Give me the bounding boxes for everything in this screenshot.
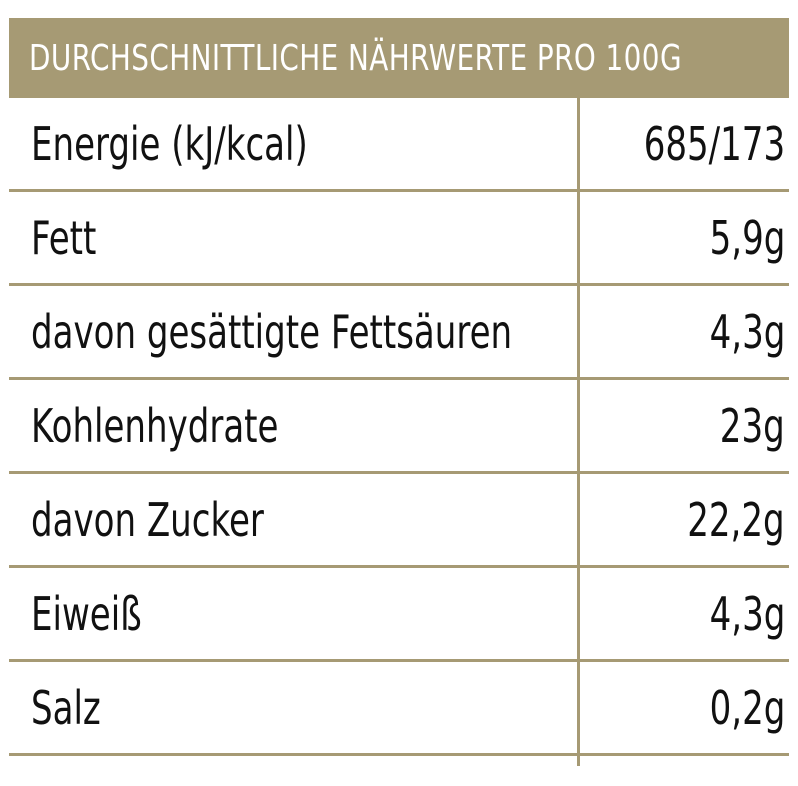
row-value: 0,2g <box>577 681 789 735</box>
row-value-text: 4,3g <box>709 586 785 641</box>
row-value-text: 23g <box>720 398 785 453</box>
row-label-text: Fett <box>31 210 97 265</box>
row-value: 685/173 <box>577 117 789 171</box>
table-row: Fett 5,9g <box>9 192 789 286</box>
row-value-text: 22,2g <box>687 492 785 547</box>
table-row: davon gesättigte Fettsäuren 4,3g <box>9 286 789 380</box>
nutrition-table: DURCHSCHNITTLICHE NÄHRWERTE PRO 100G Ene… <box>9 18 789 766</box>
table-row: Eiweiß 4,3g <box>9 568 789 662</box>
row-value-text: 0,2g <box>709 680 785 735</box>
table-row: davon Zucker 22,2g <box>9 474 789 568</box>
row-value: 5,9g <box>577 211 789 265</box>
table-header-text: DURCHSCHNITTLICHE NÄHRWERTE PRO 100G <box>29 37 682 79</box>
row-label-text: davon gesättigte Fettsäuren <box>31 304 513 359</box>
row-value: 22,2g <box>577 493 789 547</box>
row-value: 4,3g <box>577 305 789 359</box>
row-value-text: 4,3g <box>709 304 785 359</box>
row-label: Kohlenhydrate <box>9 399 577 453</box>
row-value: 23g <box>577 399 789 453</box>
table-row: Salz 0,2g <box>9 662 789 756</box>
row-value-text: 685/173 <box>643 116 785 171</box>
row-label-text: davon Zucker <box>31 492 264 547</box>
row-label: Salz <box>9 681 577 735</box>
row-label: Eiweiß <box>9 587 577 641</box>
table-row: Kohlenhydrate 23g <box>9 380 789 474</box>
row-label: davon Zucker <box>9 493 577 547</box>
row-label: Fett <box>9 211 577 265</box>
row-label-text: Energie (kJ/kcal) <box>31 116 308 171</box>
table-row: Energie (kJ/kcal) 685/173 <box>9 98 789 192</box>
row-label-text: Salz <box>31 680 101 735</box>
row-value: 4,3g <box>577 587 789 641</box>
row-label: davon gesättigte Fettsäuren <box>9 305 577 359</box>
row-label: Energie (kJ/kcal) <box>9 117 577 171</box>
table-header: DURCHSCHNITTLICHE NÄHRWERTE PRO 100G <box>9 18 789 98</box>
column-divider <box>577 98 580 766</box>
row-value-text: 5,9g <box>709 210 785 265</box>
row-label-text: Kohlenhydrate <box>31 398 279 453</box>
row-label-text: Eiweiß <box>31 586 142 641</box>
